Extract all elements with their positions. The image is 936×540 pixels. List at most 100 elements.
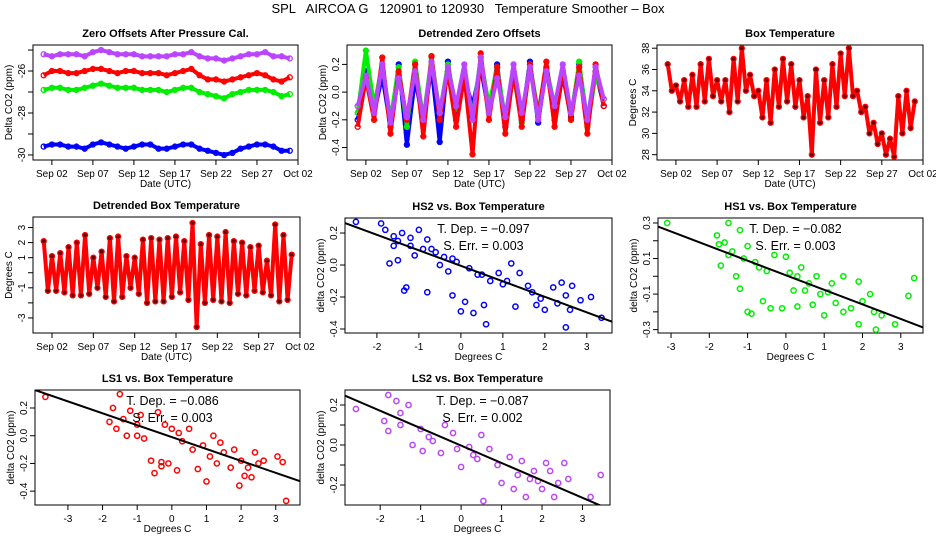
data-point	[713, 76, 721, 84]
data-point	[48, 53, 56, 60]
data-point	[189, 219, 196, 227]
data-point	[163, 145, 170, 152]
y-tick-label: 28	[641, 149, 652, 161]
data-point	[86, 290, 93, 297]
data-point	[259, 289, 266, 296]
y-tick-label: -0.4	[329, 320, 340, 338]
data-point	[493, 75, 501, 82]
data-point	[106, 418, 113, 426]
data-point	[907, 124, 914, 132]
x-tick-label: 0	[169, 514, 175, 525]
data-point	[73, 239, 80, 246]
data-point	[229, 90, 236, 98]
data-point	[812, 66, 820, 73]
data-point	[73, 51, 80, 58]
x-tick-label: -1	[414, 342, 423, 353]
y-tick-label: 0.2	[329, 398, 340, 412]
x-axis-label: Degrees C	[455, 352, 503, 363]
data-point	[821, 76, 828, 84]
data-point	[106, 48, 113, 56]
data-point	[362, 72, 370, 79]
data-point	[493, 64, 501, 71]
data-point	[584, 116, 591, 123]
y-tick-label: -0.2	[19, 454, 30, 472]
data-point	[189, 446, 196, 453]
data-point	[216, 439, 224, 447]
data-point	[403, 113, 411, 121]
data-point	[138, 53, 146, 60]
data-point	[114, 233, 122, 240]
data-point	[212, 55, 220, 62]
data-point	[40, 51, 47, 58]
data-point	[193, 323, 200, 331]
data-point	[251, 448, 259, 456]
data-point	[221, 78, 228, 85]
data-point	[801, 287, 809, 294]
data-point	[397, 409, 404, 417]
series-1	[42, 390, 290, 505]
data-point	[828, 280, 836, 287]
data-point	[65, 86, 72, 94]
data-point	[234, 290, 242, 297]
data-point	[278, 93, 285, 100]
data-point	[143, 299, 151, 307]
data-point	[512, 303, 519, 310]
data-point	[533, 301, 540, 309]
data-point	[276, 298, 283, 305]
data-point	[151, 469, 158, 477]
data-point	[395, 68, 402, 75]
data-point	[138, 86, 146, 94]
x-tick-label: Sep 17	[159, 169, 191, 180]
data-point	[794, 303, 801, 310]
x-axis-label: Degrees C	[454, 524, 502, 535]
data-point	[891, 153, 898, 160]
data-point	[196, 88, 203, 96]
data-point	[526, 475, 534, 483]
data-point	[352, 405, 360, 413]
data-point	[204, 55, 211, 62]
x-tick-label: Sep 22	[514, 169, 546, 180]
data-point	[387, 130, 394, 137]
x-tick-label: -1	[416, 514, 425, 525]
data-point	[390, 232, 398, 240]
data-point	[247, 243, 254, 251]
data-point	[97, 65, 105, 73]
data-point	[262, 86, 269, 94]
data-point	[188, 65, 195, 73]
data-point	[238, 239, 246, 246]
data-point	[411, 252, 419, 259]
data-point	[81, 84, 88, 91]
data-point	[441, 421, 449, 429]
data-point	[436, 138, 443, 146]
data-point	[280, 231, 287, 239]
plot-area	[658, 219, 923, 333]
data-point	[158, 458, 165, 466]
data-point	[783, 98, 791, 105]
data-point	[210, 432, 217, 440]
data-point	[782, 253, 790, 261]
data-point	[449, 429, 457, 437]
data-point	[229, 149, 236, 157]
series-line	[355, 55, 606, 125]
data-point	[237, 53, 244, 60]
data-point	[738, 45, 745, 52]
data-point	[116, 390, 124, 398]
data-point	[175, 429, 183, 437]
data-point	[185, 425, 193, 433]
data-point	[482, 320, 490, 328]
data-point	[393, 397, 400, 405]
data-point	[262, 141, 269, 148]
data-point	[94, 284, 101, 291]
data-point	[899, 130, 906, 137]
data-point	[452, 123, 460, 130]
data-point	[171, 51, 179, 58]
y-tick-label: 36	[641, 63, 652, 75]
data-point	[89, 82, 97, 89]
data-point	[253, 141, 261, 148]
data-point	[196, 72, 203, 79]
x-tick-label: 3	[273, 514, 279, 525]
data-point	[221, 57, 228, 64]
data-point	[48, 253, 56, 260]
data-point	[832, 299, 840, 307]
